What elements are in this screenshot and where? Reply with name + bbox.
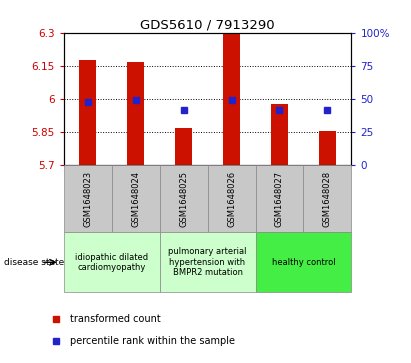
Bar <box>175 128 192 165</box>
Bar <box>64 165 112 232</box>
Text: healthy control: healthy control <box>272 258 335 267</box>
Bar <box>256 165 303 232</box>
Text: idiopathic dilated
cardiomyopathy: idiopathic dilated cardiomyopathy <box>75 253 148 272</box>
Bar <box>112 165 159 232</box>
Bar <box>79 60 96 165</box>
Bar <box>271 105 288 165</box>
Text: pulmonary arterial
hypertension with
BMPR2 mutation: pulmonary arterial hypertension with BMP… <box>169 247 247 277</box>
Text: transformed count: transformed count <box>70 314 161 325</box>
Text: disease state: disease state <box>4 258 65 267</box>
Text: percentile rank within the sample: percentile rank within the sample <box>70 336 235 346</box>
Bar <box>319 131 336 165</box>
Bar <box>303 165 351 232</box>
Text: GSM1648028: GSM1648028 <box>323 171 332 227</box>
Text: GSM1648024: GSM1648024 <box>131 171 140 227</box>
Bar <box>159 232 256 292</box>
Bar <box>256 232 351 292</box>
Bar <box>208 165 256 232</box>
Bar <box>127 62 144 165</box>
Title: GDS5610 / 7913290: GDS5610 / 7913290 <box>140 19 275 32</box>
Text: GSM1648023: GSM1648023 <box>83 171 92 227</box>
Bar <box>223 33 240 165</box>
Text: GSM1648027: GSM1648027 <box>275 171 284 227</box>
Bar <box>159 165 208 232</box>
Bar <box>64 232 159 292</box>
Text: GSM1648026: GSM1648026 <box>227 171 236 227</box>
Text: GSM1648025: GSM1648025 <box>179 171 188 227</box>
